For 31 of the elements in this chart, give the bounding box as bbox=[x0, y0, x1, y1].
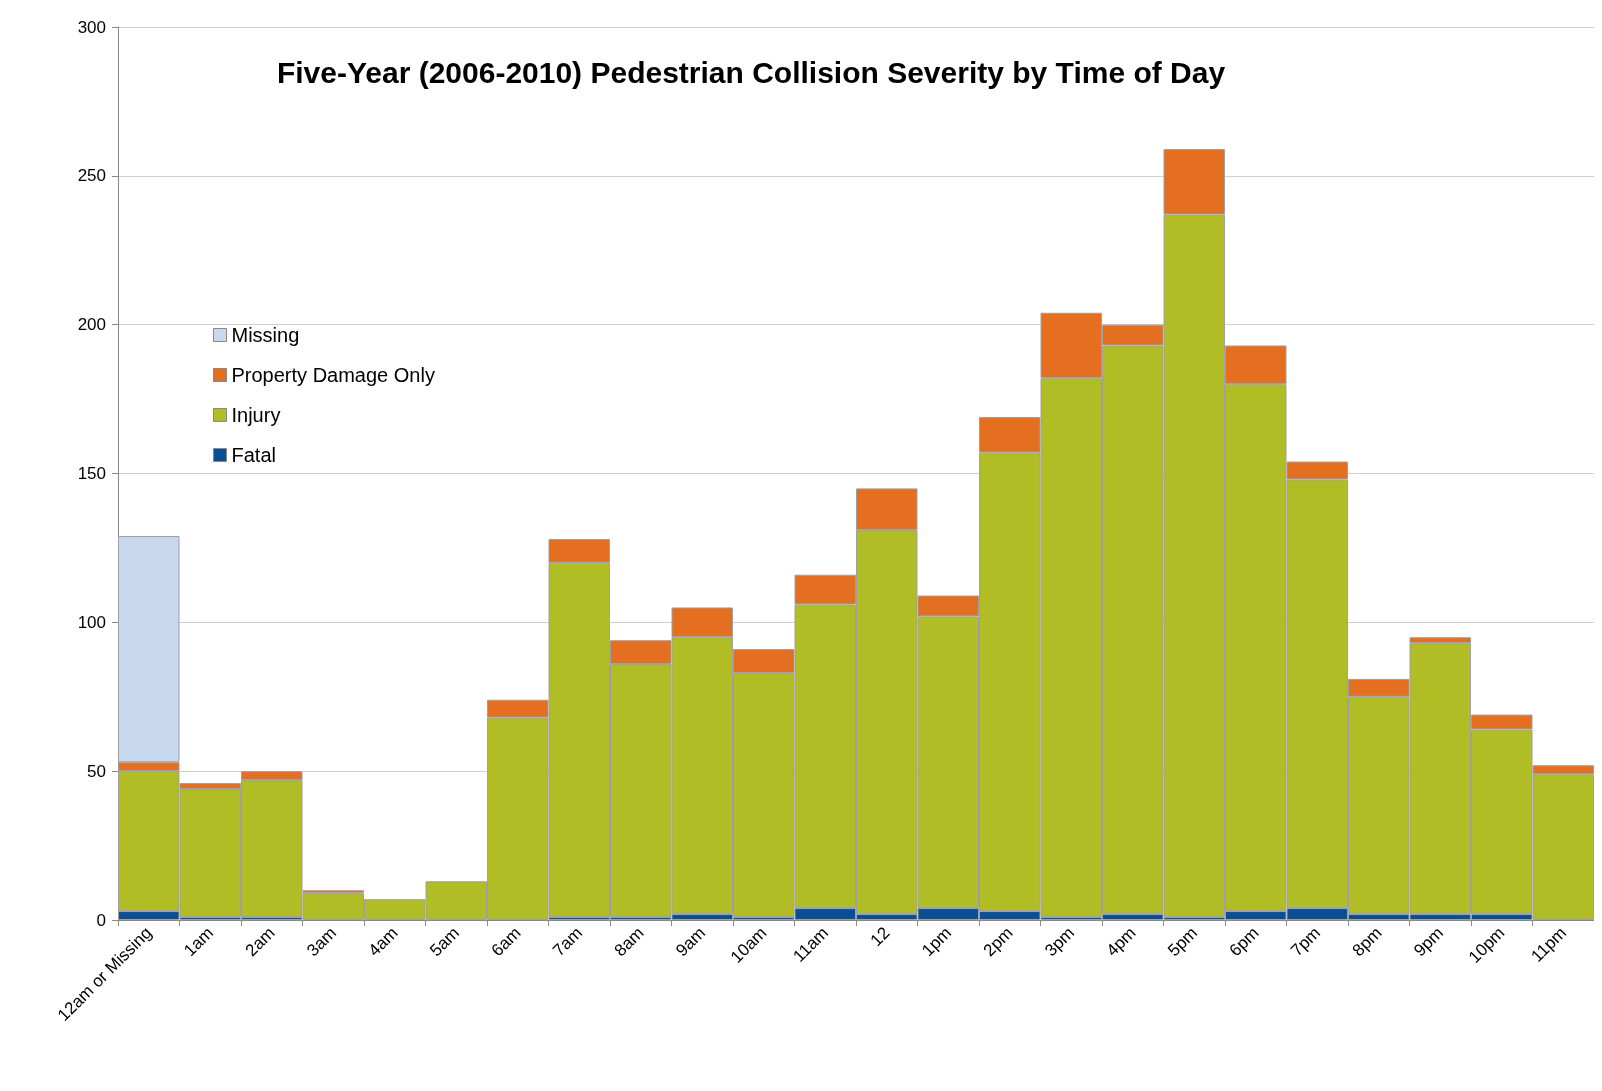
x-tick-label: 9am bbox=[672, 923, 709, 961]
y-tick-label: 250 bbox=[77, 166, 106, 186]
x-tick-label: 3pm bbox=[1041, 923, 1078, 961]
legend-label: Fatal bbox=[231, 444, 276, 466]
x-tick-label: 1pm bbox=[918, 923, 955, 961]
legend-label: Missing bbox=[231, 324, 300, 346]
legend-label: Injury bbox=[231, 404, 281, 426]
x-tick-label: 6pm bbox=[1225, 923, 1263, 961]
text: Five-Year (2006-2010) Pedestrian Collision Severity by Time of Day bbox=[276, 55, 1226, 89]
y-tick-label: 50 bbox=[87, 761, 106, 781]
x-tick-label: 2am bbox=[241, 923, 279, 961]
y-tick-label: 200 bbox=[77, 315, 106, 335]
x-tick-label: 2pm bbox=[979, 923, 1017, 961]
x-tick-label: 7pm bbox=[1287, 923, 1324, 961]
x-tick-label: 8pm bbox=[1348, 923, 1386, 961]
x-tick-label: 7am bbox=[549, 923, 586, 961]
x-tick-label: 4am bbox=[364, 923, 402, 961]
x-tick-label: 9pm bbox=[1410, 923, 1447, 961]
legend-label: Property Damage Only bbox=[231, 364, 435, 386]
x-tick-label: 4pm bbox=[1102, 923, 1140, 961]
x-tick-label: 5pm bbox=[1164, 923, 1201, 961]
x-tick-label: 8am bbox=[610, 923, 648, 961]
y-tick-label: 150 bbox=[77, 464, 106, 483]
y-tick-label: 0 bbox=[96, 910, 106, 930]
x-tick-label: 6am bbox=[487, 923, 525, 961]
y-tick-label: 300 bbox=[77, 17, 106, 37]
y-tick-label: 100 bbox=[77, 612, 106, 632]
x-tick-label: 1am bbox=[180, 923, 217, 961]
x-tick-label: 5am bbox=[426, 923, 463, 961]
x-tick-label: 3am bbox=[303, 923, 340, 961]
x-tick-label: 12 bbox=[866, 923, 894, 951]
